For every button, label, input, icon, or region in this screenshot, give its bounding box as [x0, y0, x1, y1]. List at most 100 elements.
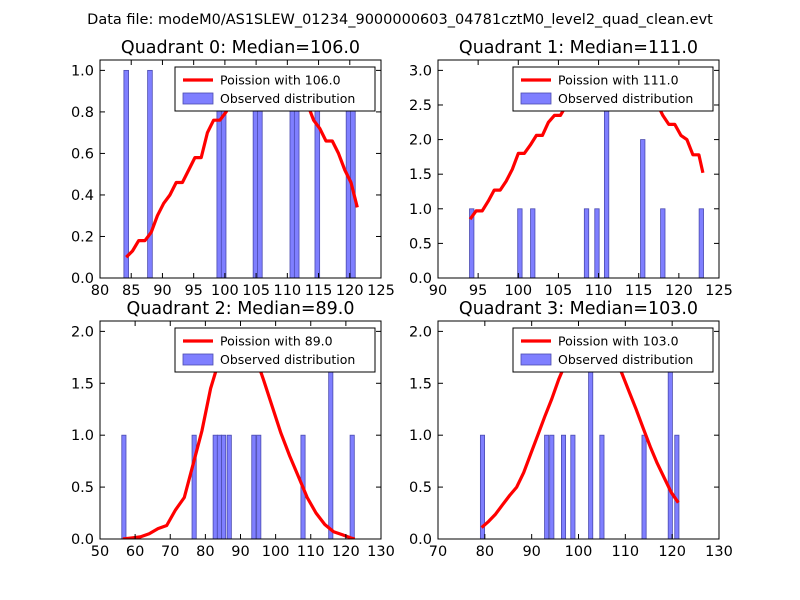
histogram-bar [216, 434, 222, 539]
y-axis: 0.0 0.5 1.0 1.5 2.0 [71, 324, 381, 548]
y-tick-label: 3.0 [409, 63, 432, 79]
histogram-bar [212, 434, 218, 539]
legend-bar-swatch [520, 353, 552, 366]
legend: Poission with 111.0 Observed distribution [512, 66, 714, 112]
quadrant-1-chart: 90 95 100 105 110 115 120 125 0.0 0.5 1.0 1.5 2.0 2.5… [409, 38, 733, 299]
y-tick-label: 2.5 [409, 98, 432, 114]
y-axis: 0.0 0.5 1.0 1.5 2.0 [409, 324, 719, 548]
y-tick-label: 2.0 [71, 324, 94, 340]
figure-suptitle: Data file: modeM0/AS1SLEW_01234_90000006… [87, 12, 713, 28]
y-tick-label: 1.0 [71, 428, 94, 444]
legend-line-label: Poission with 106.0 [220, 73, 341, 88]
y-tick-label: 0.0 [71, 532, 94, 548]
x-axis: 50 60 70 80 90 100 110 120 130 [91, 321, 395, 560]
legend-bar-swatch [182, 353, 214, 366]
histogram-bar [517, 208, 523, 278]
y-tick-label: 2.0 [409, 324, 432, 340]
x-tick-label: 80 [91, 283, 109, 299]
histogram-bar [530, 208, 536, 278]
x-tick-label: 130 [367, 544, 395, 560]
x-tick-label: 105 [242, 283, 270, 299]
axes-frame [99, 59, 382, 279]
legend: Poission with 103.0 Observed distribution [512, 327, 714, 373]
histogram-bar [191, 434, 197, 539]
x-tick-label: 90 [231, 544, 249, 560]
panel-title: Quadrant 3: Median=103.0 [459, 299, 698, 319]
x-tick-label: 110 [585, 283, 613, 299]
histogram-bar [594, 208, 600, 278]
histogram-bar [479, 434, 485, 539]
x-tick-label: 105 [545, 283, 573, 299]
histogram-bar [674, 434, 680, 539]
axes-frame [437, 59, 720, 279]
x-tick-label: 120 [665, 283, 693, 299]
legend-bar-label: Observed distribution [220, 91, 355, 106]
x-tick-label: 90 [522, 544, 540, 560]
x-axis: 70 80 90 100 110 120 130 [429, 321, 733, 560]
legend-bar-swatch [182, 92, 214, 105]
y-tick-label: 1.0 [409, 428, 432, 444]
histogram-bar [698, 208, 704, 278]
histogram-bar [147, 69, 153, 278]
y-tick-label: 1.5 [409, 376, 432, 392]
histogram-bar [561, 434, 567, 539]
y-tick-label: 0.2 [71, 229, 94, 245]
x-tick-label: 125 [705, 283, 733, 299]
legend-bar-label: Observed distribution [558, 91, 693, 106]
y-tick-label: 0.0 [71, 271, 94, 287]
histogram-bar [349, 434, 355, 539]
x-tick-label: 95 [469, 283, 487, 299]
x-axis: 80 85 90 95 100 105 110 115 120 125 [91, 60, 395, 299]
x-tick-label: 130 [705, 544, 733, 560]
x-tick-label: 50 [91, 544, 109, 560]
x-tick-label: 70 [429, 544, 447, 560]
x-tick-label: 125 [367, 283, 395, 299]
x-tick-label: 100 [211, 283, 239, 299]
legend-line-label: Poission with 103.0 [558, 334, 679, 349]
legend-line-label: Poission with 111.0 [558, 73, 679, 88]
histogram-bar [660, 208, 666, 278]
x-tick-label: 100 [565, 544, 593, 560]
quadrant-3-chart: 70 80 90 100 110 120 130 0.0 0.5 1.0 1.5 2.0 Quadran… [409, 299, 733, 560]
x-tick-label: 110 [611, 544, 639, 560]
histogram-bar [641, 434, 647, 539]
x-tick-label: 120 [658, 544, 686, 560]
x-tick-label: 90 [429, 283, 447, 299]
y-tick-label: 0.8 [71, 105, 94, 121]
x-tick-label: 120 [336, 283, 364, 299]
x-tick-label: 115 [625, 283, 653, 299]
y-tick-label: 0.5 [409, 480, 432, 496]
y-axis: 0.0 0.5 1.0 1.5 2.0 2.5 3.0 [409, 63, 719, 287]
histogram-bar [583, 208, 590, 278]
histogram-bar [221, 434, 227, 539]
y-tick-label: 1.5 [71, 376, 94, 392]
x-tick-label: 100 [262, 544, 290, 560]
x-tick-label: 85 [122, 283, 140, 299]
histogram-bar [121, 434, 127, 539]
x-tick-label: 120 [332, 544, 360, 560]
y-tick-label: 0.0 [409, 532, 432, 548]
histogram-bar [226, 434, 232, 539]
y-tick-label: 0.0 [409, 271, 432, 287]
x-tick-label: 115 [305, 283, 333, 299]
panel-title: Quadrant 2: Median=89.0 [126, 299, 354, 319]
legend-bar-label: Observed distribution [558, 352, 693, 367]
panel-title: Quadrant 1: Median=111.0 [459, 38, 698, 58]
histogram-bar [570, 434, 576, 539]
x-tick-label: 70 [161, 544, 179, 560]
histogram-bar [640, 139, 646, 278]
histogram-bar [256, 434, 262, 539]
plot-area [479, 329, 680, 539]
x-tick-label: 60 [126, 544, 144, 560]
histogram-bar [469, 208, 475, 278]
x-tick-label: 95 [184, 283, 202, 299]
panel-title: Quadrant 0: Median=106.0 [121, 38, 360, 58]
y-tick-label: 0.5 [409, 236, 432, 252]
legend-line-label: Poission with 89.0 [220, 334, 333, 349]
histogram-bar [251, 434, 257, 539]
quadrant-2-chart: 50 60 70 80 90 100 110 120 130 0.0 0.5 1.0 1.5 2.0 Qua… [71, 299, 395, 560]
y-tick-label: 1.0 [409, 202, 432, 218]
histogram-bar [599, 434, 605, 539]
plot-area [121, 329, 356, 539]
legend-bar-swatch [520, 92, 552, 105]
